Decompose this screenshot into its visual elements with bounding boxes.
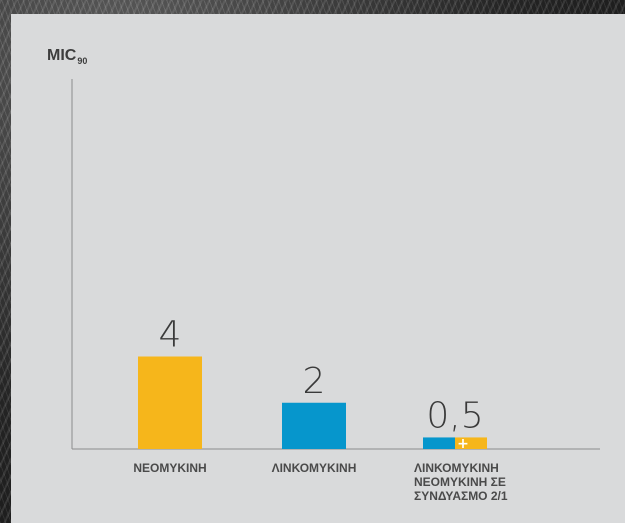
category-label-3: ΛΙΝΚΟΜΥΚΙΝΗ ΝΕΟΜΥΚΙΝΗ ΣΕ ΣΥΝΔΥΑΣΜΟ 2/1 xyxy=(414,461,508,503)
value-label-1: 4 xyxy=(159,315,182,356)
category-label-2: ΛΙΝΚΟΜΥΚΙΝΗ xyxy=(272,461,357,475)
bar-3-segment-2 xyxy=(455,437,487,449)
y-axis-label-main: MIC xyxy=(47,47,77,64)
bar-1 xyxy=(138,356,202,449)
combination-plus-marker: + xyxy=(457,436,469,452)
y-axis-label-subscript: 90 xyxy=(77,56,88,66)
y-axis-label: MIC90 xyxy=(47,47,88,66)
category-label-1: ΝΕΟΜΥΚΙΝΗ xyxy=(133,461,206,475)
bars-group: 4 ΝΕΟΜΥΚΙΝΗ 2 ΛΙΝΚΟΜΥΚΙΝΗ +0,5 ΛΙΝΚΟΜΥΚΙΝΗ ΝΕΟ… xyxy=(133,315,508,504)
value-label-3: 0,5 xyxy=(426,395,483,436)
value-label-2: 2 xyxy=(303,361,326,402)
bar-2 xyxy=(282,402,346,449)
bar-3-segment-1 xyxy=(423,437,455,449)
